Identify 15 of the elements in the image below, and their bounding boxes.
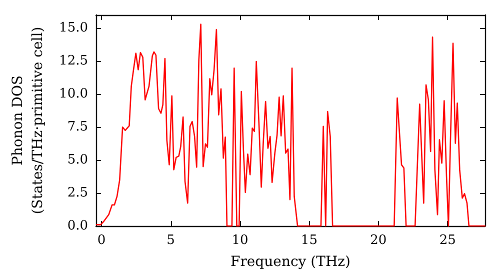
y-tick-label: 5.0: [67, 152, 88, 168]
x-axis-title: Frequency (THz): [230, 254, 351, 270]
x-tick-label: 10: [232, 233, 248, 248]
x-tick-label: 20: [370, 233, 387, 248]
y-tick-label: 15.0: [59, 20, 88, 36]
x-tick-label: 5: [166, 233, 175, 248]
x-tick-label: 25: [439, 233, 456, 248]
x-tick-label: 15: [300, 233, 318, 248]
y-axis-title: Phonon DOS (States/THz·primitive cell): [10, 26, 46, 214]
y-tick-label: 12.5: [59, 54, 88, 69]
y-tick-label: 7.5: [67, 120, 88, 135]
y-tick-label: 10.0: [59, 86, 88, 102]
y-tick-label: 2.5: [67, 186, 88, 201]
x-tick-label: 0: [97, 233, 106, 248]
y-tick-label: 0.0: [67, 218, 88, 234]
